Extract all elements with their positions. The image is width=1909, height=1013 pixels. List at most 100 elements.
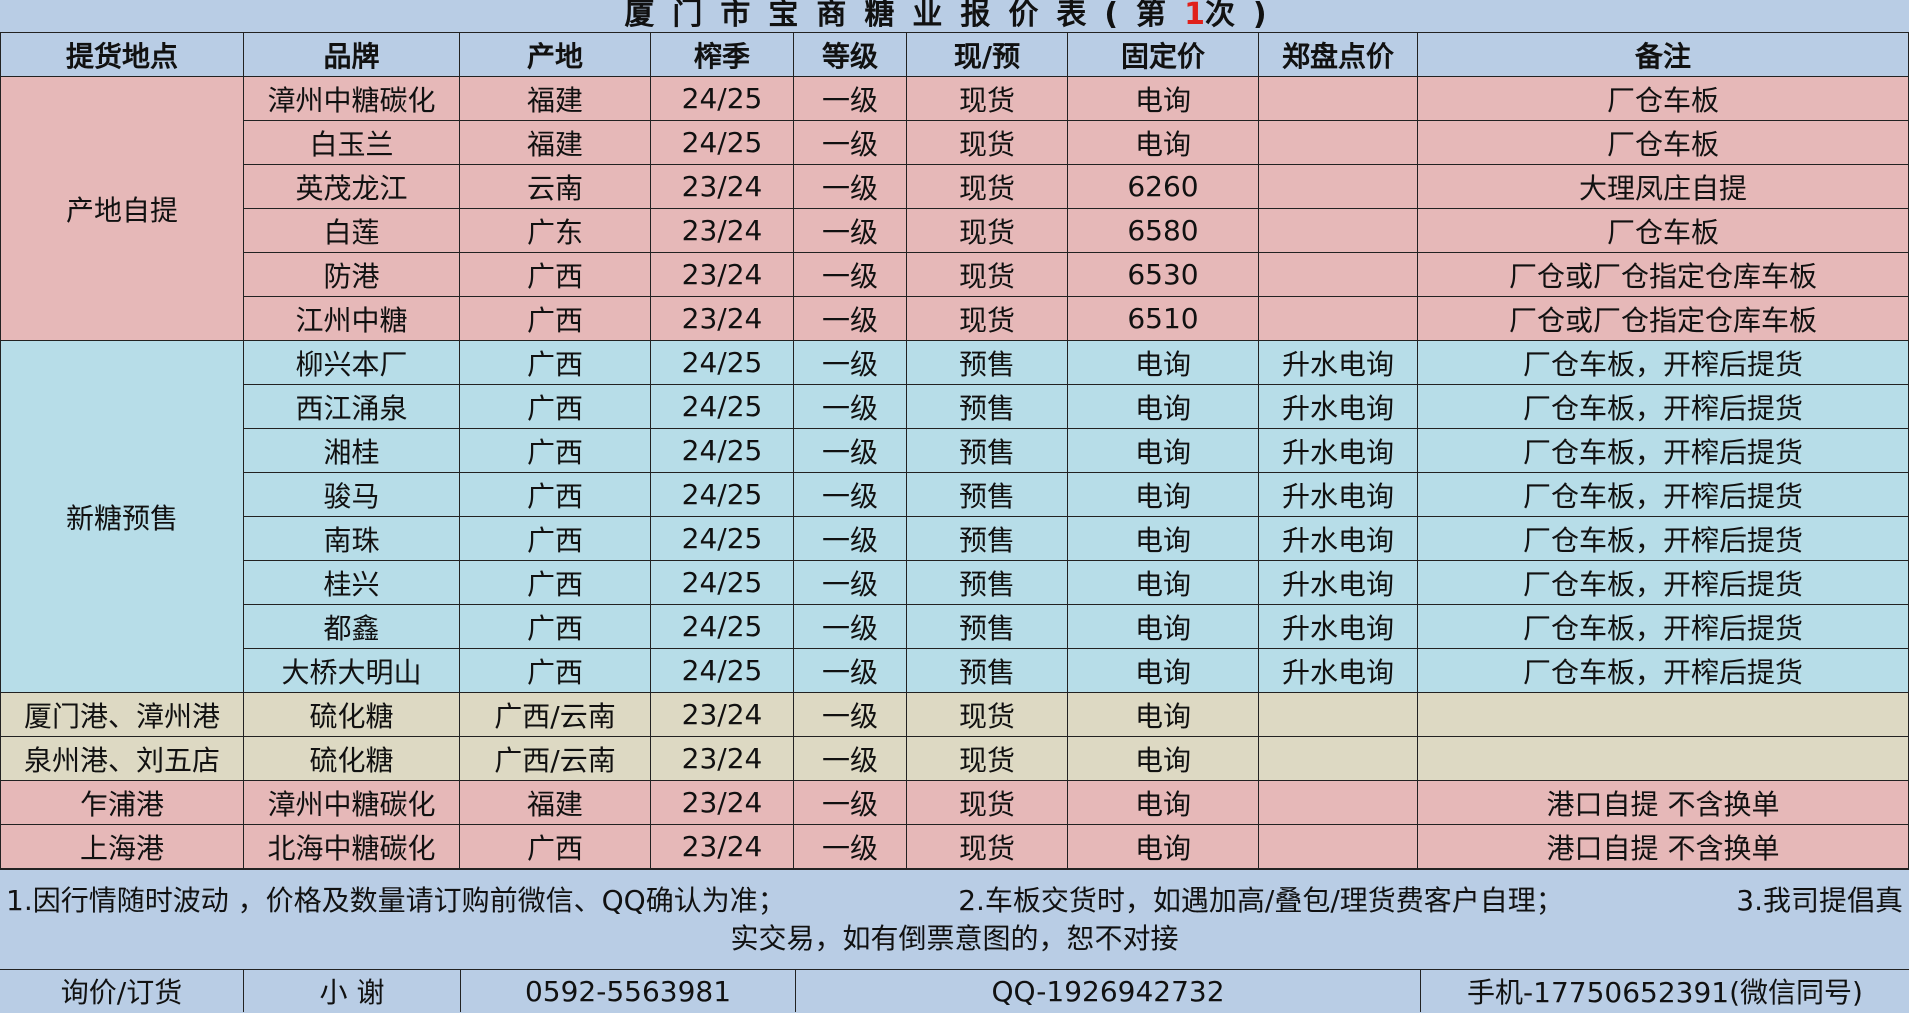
table-cell: 23/24 <box>650 780 794 825</box>
table-cell <box>1258 208 1418 253</box>
table-cell: 电询 <box>1067 340 1259 385</box>
footer-qq: QQ-1926942732 <box>795 970 1421 1012</box>
column-header: 郑盘点价 <box>1258 32 1418 77</box>
table-cell: 厂仓车板 <box>1417 120 1909 165</box>
table-cell: 预售 <box>906 340 1068 385</box>
location-cell: 上海港 <box>0 824 244 869</box>
price-table: 提货地点 品牌 产地 榨季 等级 现/预 固定价 郑盘点价 备注 产地自提 漳州中糖碳化 福建 24/… <box>0 32 1909 869</box>
table-cell: 一级 <box>793 76 907 121</box>
table-cell: 硫化糖 <box>243 736 460 781</box>
location-cell: 厦门港、漳州港 <box>0 692 244 737</box>
title-suffix: 次) <box>1204 0 1285 32</box>
table-cell: 电询 <box>1067 604 1259 649</box>
table-cell: 防港 <box>243 252 460 297</box>
table-cell: 升水电询 <box>1258 384 1418 429</box>
table-cell: 预售 <box>906 472 1068 517</box>
table-cell: 广西/云南 <box>459 692 651 737</box>
table-row: 厦门港、漳州港 硫化糖 广西/云南 23/24 一级 现货 电询 <box>0 692 1909 737</box>
table-row: 白莲 广东 23/24 一级 现货 6580 厂仓车板 <box>1 208 1909 253</box>
table-cell: 现货 <box>906 692 1068 737</box>
table-cell: 一级 <box>793 824 907 869</box>
table-cell: 6260 <box>1067 164 1259 209</box>
table-cell: 预售 <box>906 384 1068 429</box>
table-cell: 23/24 <box>650 296 794 341</box>
table-cell: 一级 <box>793 384 907 429</box>
table-cell: 电询 <box>1067 384 1259 429</box>
table-cell: 预售 <box>906 516 1068 561</box>
title-number: 1 <box>1184 0 1205 32</box>
table-cell: 升水电询 <box>1258 516 1418 561</box>
table-cell: 骏马 <box>243 472 460 517</box>
table-cell: 厂仓车板，开榨后提货 <box>1417 472 1909 517</box>
column-header: 提货地点 <box>0 32 244 77</box>
table-cell: 湘桂 <box>243 428 460 473</box>
table-cell: 一级 <box>793 120 907 165</box>
table-cell: 23/24 <box>650 824 794 869</box>
table-cell: 现货 <box>906 824 1068 869</box>
table-cell: 24/25 <box>650 516 794 561</box>
table-cell: 英茂龙江 <box>243 164 460 209</box>
table-cell: 现货 <box>906 76 1068 121</box>
table-cell: 一级 <box>793 296 907 341</box>
table-cell: 现货 <box>906 252 1068 297</box>
table-cell: 厂仓车板，开榨后提货 <box>1417 648 1909 693</box>
table-cell: 24/25 <box>650 76 794 121</box>
table-cell: 现货 <box>906 164 1068 209</box>
table-cell: 6580 <box>1067 208 1259 253</box>
table-cell: 一级 <box>793 692 907 737</box>
table-cell: 柳兴本厂 <box>243 340 460 385</box>
table-cell: 预售 <box>906 604 1068 649</box>
table-row: 上海港 北海中糖碳化 广西 23/24 一级 现货 电询 港口自提 不含换单 <box>0 824 1909 869</box>
table-cell: 一级 <box>793 560 907 605</box>
table-cell: 厂仓车板，开榨后提货 <box>1417 604 1909 649</box>
table-cell <box>1417 736 1909 781</box>
table-cell: 厂仓或厂仓指定仓库车板 <box>1417 252 1909 297</box>
table-cell <box>1258 824 1418 869</box>
table-cell: 6510 <box>1067 296 1259 341</box>
location-cell: 乍浦港 <box>0 780 244 825</box>
table-cell: 预售 <box>906 560 1068 605</box>
footer-contact: 小 谢 <box>243 970 461 1012</box>
table-cell: 漳州中糖碳化 <box>243 76 460 121</box>
table-row: 乍浦港 漳州中糖碳化 福建 23/24 一级 现货 电询 港口自提 不含换单 <box>0 780 1909 825</box>
note-2: 2.车板交货时，如遇加高/叠包/理货费客户自理； <box>958 884 1564 917</box>
table-cell: 现货 <box>906 736 1068 781</box>
table-cell: 电询 <box>1067 780 1259 825</box>
column-header: 产地 <box>459 32 651 77</box>
column-header: 现/预 <box>906 32 1068 77</box>
table-cell: 硫化糖 <box>243 692 460 737</box>
table-cell <box>1258 164 1418 209</box>
table-cell: 电询 <box>1067 516 1259 561</box>
table-cell: 一级 <box>793 340 907 385</box>
table-cell: 升水电询 <box>1258 472 1418 517</box>
table-cell: 电询 <box>1067 120 1259 165</box>
table-cell: 白玉兰 <box>243 120 460 165</box>
table-cell <box>1417 692 1909 737</box>
table-cell: 23/24 <box>650 736 794 781</box>
table-cell: 厂仓或厂仓指定仓库车板 <box>1417 296 1909 341</box>
table-cell: 一级 <box>793 604 907 649</box>
table-cell: 电询 <box>1067 648 1259 693</box>
table-cell: 广西 <box>459 252 651 297</box>
table-row: 西江涌泉 广西 24/25 一级 预售 电询 升水电询 厂仓车板，开榨后提货 <box>1 384 1909 429</box>
table-cell: 广东 <box>459 208 651 253</box>
footer: 询价/订货 小 谢 0592-5563981 QQ-1926942732 手机-… <box>0 970 1909 1012</box>
table-cell: 广西 <box>459 648 651 693</box>
table-cell: 一级 <box>793 428 907 473</box>
footer-mobile: 手机-17750652391(微信同号) <box>1420 970 1909 1012</box>
location-cell: 新糖预售 <box>0 340 244 693</box>
title-text: 厦门市宝商糖业报价表(第 <box>624 0 1185 32</box>
table-cell: 一级 <box>793 164 907 209</box>
table-cell: 云南 <box>459 164 651 209</box>
table-cell: 24/25 <box>650 384 794 429</box>
footer-phone: 0592-5563981 <box>460 970 796 1012</box>
table-cell: 福建 <box>459 76 651 121</box>
table-cell: 一级 <box>793 252 907 297</box>
table-cell: 广西/云南 <box>459 736 651 781</box>
table-cell: 广西 <box>459 428 651 473</box>
table-cell: 厂仓车板，开榨后提货 <box>1417 560 1909 605</box>
location-cell: 泉州港、刘五店 <box>0 736 244 781</box>
table-cell: 江州中糖 <box>243 296 460 341</box>
table-cell: 厂仓车板，开榨后提货 <box>1417 516 1909 561</box>
table-cell: 预售 <box>906 648 1068 693</box>
